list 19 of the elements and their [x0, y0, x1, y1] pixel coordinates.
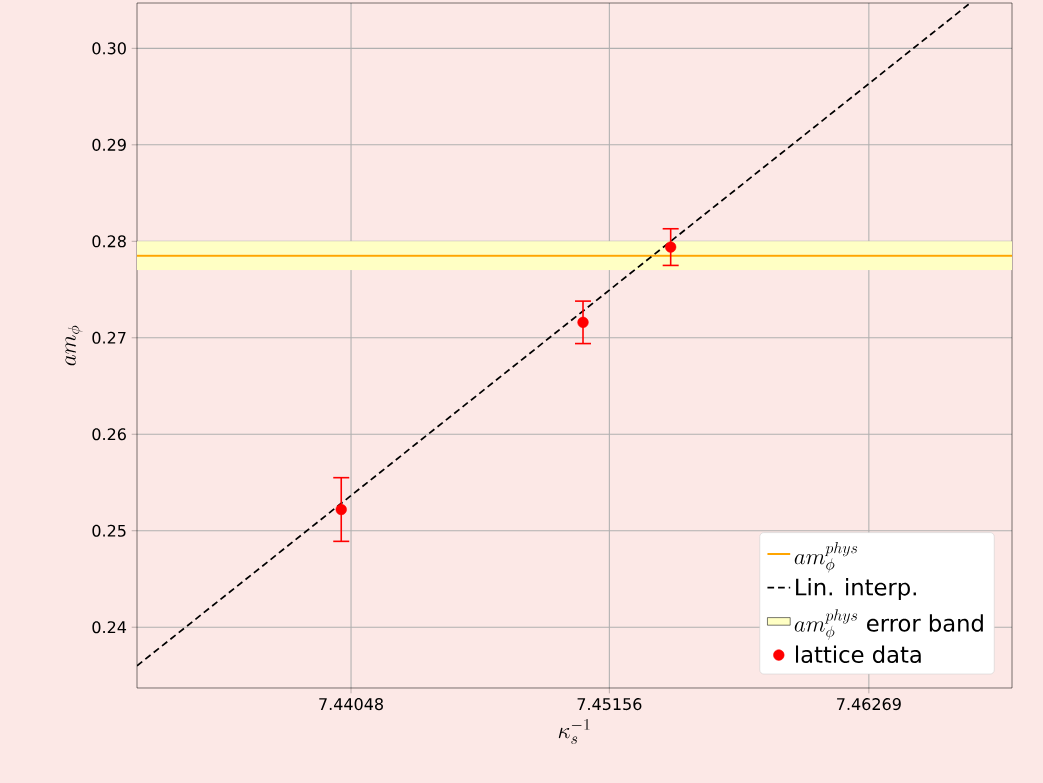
y-tick-label: 0.29 — [92, 138, 126, 151]
y-tick-label: 0.27 — [92, 331, 126, 344]
legend-label: Lin. interp. — [796, 578, 916, 601]
y-tick-label: 0.30 — [92, 42, 126, 55]
point — [665, 241, 677, 253]
y-tick-label: 0.26 — [92, 428, 126, 441]
x-tick-label: 7.44048 — [319, 698, 383, 711]
point — [577, 316, 589, 328]
y-tick-label: 0.24 — [92, 621, 127, 634]
y-tick-label: 0.28 — [92, 235, 126, 248]
legend-label: $am_{\phi}^{phys}$ — [794, 541, 858, 573]
point — [335, 503, 347, 516]
y-tick-label: 0.25 — [92, 524, 126, 537]
x-axis-title: $\kappa_s^{-1}$ — [558, 718, 590, 744]
x-tick-label: 7.46269 — [837, 698, 901, 711]
legend-label: $am_{\phi}^{phys}\textrm{ error band}$ — [794, 609, 983, 641]
legend-label: lattice data — [796, 645, 921, 664]
x-tick-label: 7.45156 — [577, 698, 642, 711]
y-axis-title: $am_{\phi}$ — [65, 325, 83, 366]
